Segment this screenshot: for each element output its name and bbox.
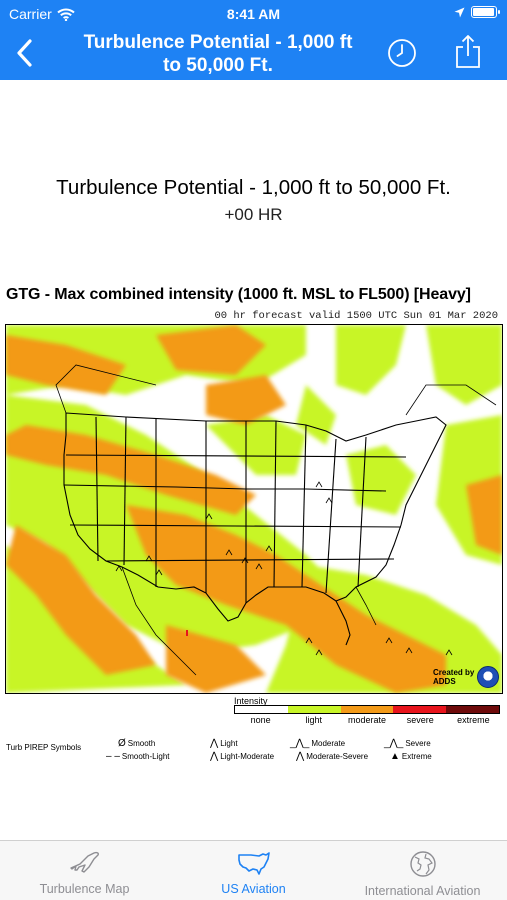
pirep-smooth: Ø Smooth (118, 737, 156, 749)
forecast-hour: +00 HR (224, 205, 283, 224)
wifi-icon (57, 8, 75, 21)
adds-credit: Created by ADDS (433, 666, 499, 690)
pirep-extreme: ▲ Extreme (390, 750, 432, 762)
intensity-name: moderate (347, 715, 387, 725)
status-right (454, 6, 500, 18)
tab-us-aviation[interactable]: US Aviation (169, 841, 338, 900)
pirep-moderate-severe: ⋀ Moderate-Severe (296, 750, 369, 762)
tab-bar: Turbulence Map US Aviation International… (0, 840, 507, 900)
tab-label: US Aviation (221, 882, 286, 896)
pirep-legend-title: Turb PIREP Symbols (6, 743, 82, 752)
carrier-indicator: Carrier (9, 6, 75, 22)
pirep-label: Severe (405, 739, 431, 748)
neighbor-outlines (55, 364, 497, 676)
map-valid-time: 00 hr forecast valid 1500 UTC Sun 01 Mar… (214, 310, 498, 322)
pirep-label: Moderate (311, 739, 346, 748)
pirep-moderate: _⋀_ Moderate (290, 737, 346, 749)
credit-line1: Created by (433, 668, 475, 677)
turbulence-map[interactable]: Created by ADDS (5, 324, 503, 694)
intensity-label: Intensity (234, 696, 268, 706)
intensity-swatch-severe (393, 706, 447, 713)
pirep-symbol: ⋀ (210, 750, 219, 762)
battery-icon (471, 6, 500, 18)
pirep-symbol: Ø (118, 737, 126, 749)
pirep-label: Extreme (401, 752, 432, 761)
intensity-name: severe (406, 715, 434, 725)
tab-international-aviation[interactable]: International Aviation (338, 841, 507, 900)
pirep-symbol: ⋀ (210, 737, 219, 749)
pirep-symbol: ⋀ (296, 750, 305, 762)
top-bar: Carrier 8:41 AM Turbulence Potential - 1… (0, 0, 507, 80)
turbulence-map-image (6, 325, 502, 693)
product-title: Turbulence Potential - 1,000 ft to 50,00… (56, 176, 451, 199)
map-title: GTG - Max combined intensity (1000 ft. M… (6, 286, 471, 303)
pirep-symbols (115, 481, 453, 656)
tab-label: International Aviation (364, 884, 481, 898)
carrier-name: Carrier (9, 6, 52, 22)
status-bar: Carrier 8:41 AM (0, 0, 507, 28)
battery-level (473, 8, 494, 16)
clock-icon[interactable] (386, 37, 418, 69)
nav-title-line2: to 50,000 Ft. (163, 55, 273, 76)
pirep-label: Moderate-Severe (306, 752, 369, 761)
pirep-severe: _⋀_ Severe (384, 737, 431, 749)
pirep-label: Light-Moderate (220, 752, 275, 761)
pirep-smooth-light: ‒ ‒ Smooth-Light (106, 750, 170, 762)
airplane-icon (69, 851, 99, 873)
nav-title: Turbulence Potential - 1,000 ft to 50,00… (58, 31, 378, 77)
intensity-name: none (250, 715, 271, 725)
nav-title-line1: Turbulence Potential - 1,000 ft (83, 32, 353, 53)
share-icon[interactable] (452, 33, 484, 71)
navigation-bar: Turbulence Potential - 1,000 ft to 50,00… (0, 28, 507, 80)
location-arrow-icon (454, 7, 465, 17)
chevron-left-icon[interactable] (10, 36, 40, 70)
status-time: 8:41 AM (226, 6, 281, 22)
globe-icon (409, 851, 436, 877)
pirep-label: Light (220, 739, 238, 748)
severe-turbulence-areas (186, 630, 188, 636)
us-outline (63, 412, 447, 646)
intensity-names: none light moderate severe extreme (234, 715, 500, 725)
pirep-symbol: ▲ (390, 750, 400, 762)
intensity-swatch-moderate (340, 706, 394, 713)
tab-turbulence-map[interactable]: Turbulence Map (0, 841, 169, 900)
pirep-label: Smooth-Light (121, 752, 170, 761)
pirep-label: Smooth (127, 739, 156, 748)
intensity-name: extreme (457, 715, 490, 725)
pirep-light: ⋀ Light (210, 737, 238, 749)
intensity-swatch-light (287, 706, 341, 713)
tab-label: Turbulence Map (39, 882, 130, 896)
credit-text: Created by ADDS (433, 668, 474, 686)
pirep-light-moderate: ⋀ Light-Moderate (210, 750, 275, 762)
intensity-name: light (305, 715, 323, 725)
pirep-symbol: _⋀_ (290, 737, 310, 749)
us-map-icon (237, 852, 270, 875)
intensity-swatch-none (235, 706, 288, 713)
intensity-swatch-extreme (446, 706, 499, 713)
intensity-color-bar (234, 705, 500, 714)
pirep-symbol: _⋀_ (384, 737, 404, 749)
noaa-logo-icon (477, 666, 499, 688)
credit-line2: ADDS (433, 677, 456, 686)
pirep-symbol: ‒ ‒ (106, 750, 120, 762)
